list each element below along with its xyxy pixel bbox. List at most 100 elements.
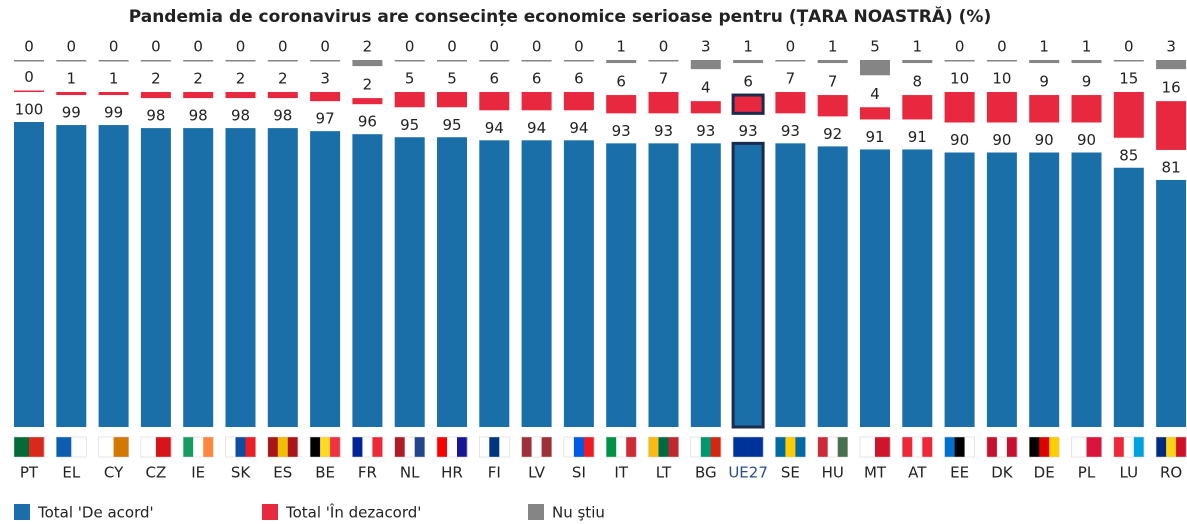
flag [183,437,194,457]
flag [1123,437,1135,457]
flag [748,437,764,457]
bar-dont-know [352,60,383,67]
flag [875,437,891,457]
flag [648,437,659,457]
flag [155,437,172,457]
x-tick-label: EE [950,464,969,482]
flag [320,437,331,457]
value-label: 0 [24,38,34,56]
value-label: 0 [532,38,542,56]
x-tick-label: FI [488,464,501,482]
bar-disagree [606,95,637,114]
bar-dont-know [733,60,764,64]
flag-border [732,436,764,458]
value-label: 3 [701,38,711,56]
flag [521,437,532,457]
value-label: 5 [405,70,415,88]
flag [733,437,749,457]
value-label: 2 [278,70,288,88]
bar-dont-know [860,60,890,76]
bar-disagree [140,92,171,99]
value-label: 94 [527,119,546,137]
flag [225,437,236,457]
flag [447,437,458,457]
value-label: 0 [193,38,203,56]
value-label: 95 [442,116,461,134]
legend-swatch [14,504,30,520]
flag [140,437,157,457]
flag [203,437,214,457]
value-label: 4 [701,79,711,97]
flag [479,437,490,457]
bar-disagree [902,95,933,120]
flag [267,437,279,457]
value-label: 0 [955,38,965,56]
x-tick-label: ES [273,464,292,482]
flag [14,437,30,457]
flag [775,437,786,457]
bar-dont-know [1071,60,1102,64]
flag-border [267,436,299,458]
value-label: 81 [1162,158,1181,176]
flag [113,437,129,457]
flag [1049,437,1060,457]
value-label: 0 [24,68,34,86]
flag-border [394,436,425,458]
bar-agree [986,152,1017,427]
flag-border [521,436,552,458]
bar-agree [731,141,765,429]
value-label: 16 [1162,79,1181,97]
bar-agree [352,134,383,427]
bar-disagree [563,92,594,111]
bar-dont-know [1029,60,1060,64]
flag [71,437,87,457]
x-tick-label: FR [358,464,377,482]
bar-agree [98,125,129,428]
value-label: 93 [696,122,715,140]
bar-dont-know [479,60,510,62]
x-tick-label: NL [400,464,420,482]
bar-dont-know [1113,60,1144,62]
flag-border [648,436,679,458]
x-tick-label: LV [528,464,546,482]
flag [573,437,585,457]
value-label: 1 [616,38,626,56]
value-label: 93 [739,122,758,140]
flag [954,437,965,457]
flag-border [563,436,595,458]
x-tick-label: LT [656,464,672,482]
value-label: 5 [447,70,457,88]
legend-label: Total 'De acord' [37,504,154,522]
flag [499,437,510,457]
bar-dont-know [1156,60,1187,70]
bar-disagree [267,92,298,99]
value-label: 1 [743,38,753,56]
bar-dont-know [944,60,975,62]
value-label: 0 [278,38,288,56]
bar-agree [1071,152,1102,427]
flag-border [1155,436,1187,458]
x-tick-label: SK [231,464,252,482]
value-label: 85 [1119,146,1138,164]
flag-border [140,436,172,458]
value-label: 1 [109,70,119,88]
value-label: 0 [490,38,500,56]
value-label: 90 [950,131,969,149]
value-label: 1 [67,70,77,88]
flag-border [1028,436,1060,458]
x-tick-label: MT [864,464,887,482]
bar-disagree [98,92,129,96]
flag-border [944,436,975,458]
x-tick-label: LU [1120,464,1139,482]
flag [817,437,828,457]
value-label: 1 [913,38,923,56]
bar-agree [56,125,87,428]
flag-border [98,436,129,458]
value-label: 95 [400,116,419,134]
value-label: 98 [146,107,165,125]
flag [277,437,289,457]
bar-dont-know [225,60,256,62]
bar-agree [310,131,341,427]
value-label: 90 [992,131,1011,149]
x-tick-label: CY [104,464,124,482]
